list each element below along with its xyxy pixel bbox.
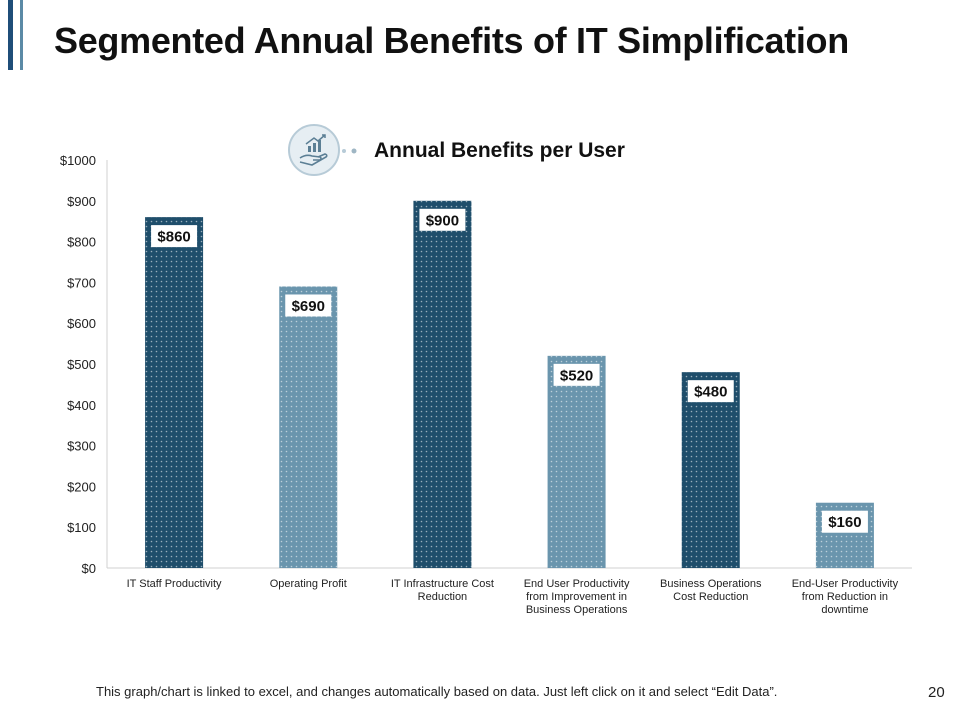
bar-texture: [547, 355, 606, 568]
y-tick-label: $800: [67, 235, 96, 250]
data-label-box: [151, 225, 198, 248]
data-label: $900: [426, 212, 459, 229]
x-tick-label: Business Operations Cost Reduction: [660, 578, 762, 603]
data-label: $160: [828, 514, 861, 531]
y-tick-label: $200: [67, 479, 96, 494]
y-tick-label: $500: [67, 357, 96, 372]
data-label: $480: [694, 384, 727, 401]
x-tick-label: IT Staff Productivity: [127, 578, 222, 590]
data-label-box: [285, 294, 332, 317]
bar-texture: [681, 372, 740, 568]
footnote: This graph/chart is linked to excel, and…: [96, 684, 778, 699]
bar-texture: [279, 286, 338, 568]
x-tick-label: IT Infrastructure Cost Reduction: [391, 578, 494, 603]
y-tick-label: $1000: [60, 153, 96, 168]
data-label-box: [553, 363, 600, 386]
x-tick-label: Operating Profit: [270, 578, 347, 590]
data-label-box: [687, 380, 734, 403]
bar-texture: [413, 200, 472, 569]
data-label-box: [419, 208, 466, 231]
y-tick-label: $900: [67, 194, 96, 209]
hand-with-growth-chart-icon: [288, 124, 340, 176]
y-tick-label: $300: [67, 439, 96, 454]
page-title: Segmented Annual Benefits of IT Simplifi…: [54, 20, 849, 61]
y-tick-label: $700: [67, 275, 96, 290]
x-tick-label: End-User Productivity from Reduction in do…: [792, 578, 899, 616]
legend-label: Annual Benefits per User: [374, 139, 625, 162]
data-label: $690: [292, 298, 325, 315]
y-tick-label: $600: [67, 316, 96, 331]
page-number: 20: [928, 684, 945, 701]
y-tick-label: $100: [67, 520, 96, 535]
x-tick-label: End User Productivity from Improvement in…: [524, 578, 630, 616]
data-label-box: [821, 510, 868, 533]
y-tick-label: $400: [67, 398, 96, 413]
accent-bar-right: [20, 0, 23, 70]
bar-texture: [145, 217, 204, 568]
data-label: $860: [157, 229, 190, 246]
accent-bar-left: [8, 0, 13, 70]
y-tick-label: $0: [82, 561, 96, 576]
data-label: $520: [560, 367, 593, 384]
legend-connector-dots: [342, 148, 357, 154]
